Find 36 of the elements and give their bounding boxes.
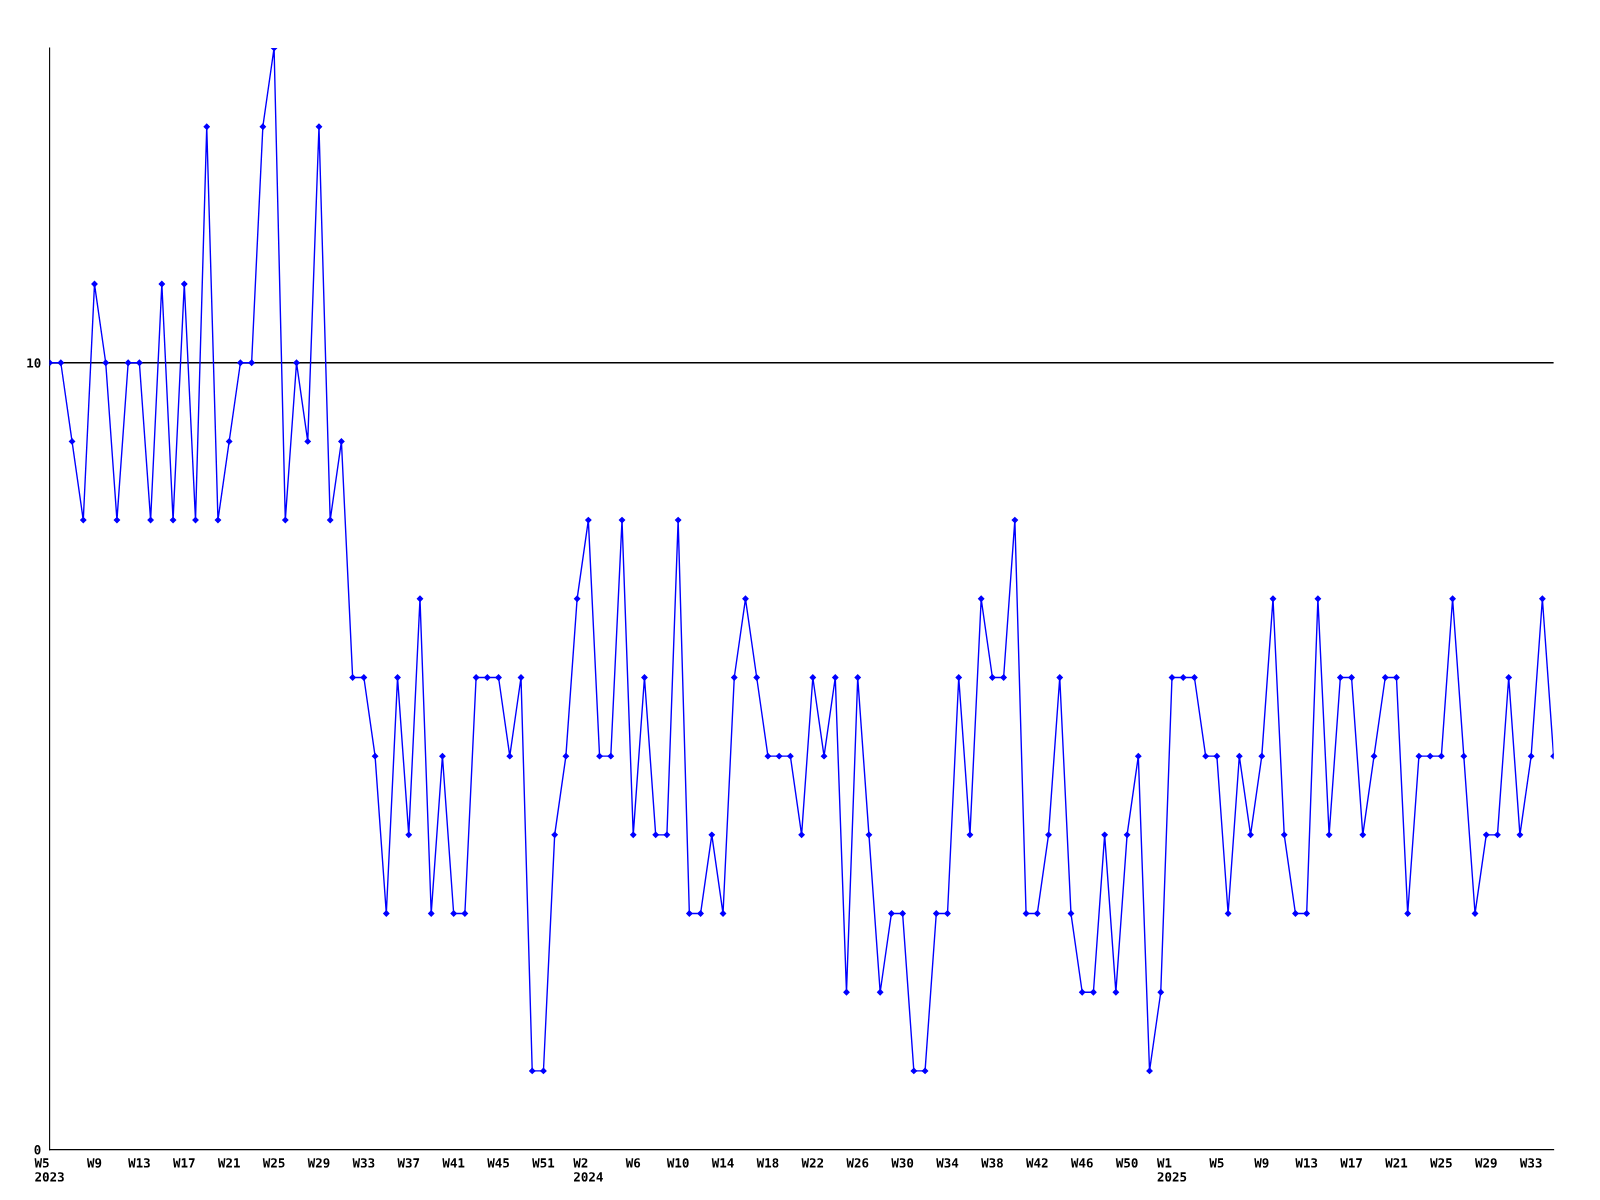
x-tick-label: W21 (1385, 1158, 1408, 1168)
x-tick-label: W13 (1295, 1158, 1318, 1168)
x-tick-label: W9 (1254, 1158, 1269, 1168)
y-tick-label: 10 (27, 358, 41, 368)
x-tick-label: W33 (352, 1158, 375, 1168)
x-tick-label: W30 (891, 1158, 914, 1168)
x-tick-label: W21 (217, 1158, 240, 1168)
x-tick-label: W41 (442, 1158, 465, 1168)
x-tick-label: W17 (173, 1158, 195, 1168)
x-tick-label: W6 (625, 1158, 641, 1168)
x-tick-label: W13 (128, 1158, 150, 1168)
x-tick-label: W51 (532, 1158, 555, 1168)
x-tick-label: W34 (936, 1158, 959, 1168)
x-tick-label: W2 2024 (573, 1158, 603, 1182)
x-tick-label: W38 (981, 1158, 1003, 1168)
y-tick-label: 0 (34, 1145, 41, 1155)
x-tick-label: W18 (756, 1158, 779, 1168)
x-tick-label: W25 (262, 1158, 285, 1168)
x-tick-label: W33 (1519, 1158, 1542, 1168)
x-tick-label: W45 (487, 1158, 509, 1168)
x-tick-label: W29 (1474, 1158, 1497, 1168)
x-tick-label: W42 (1026, 1158, 1048, 1168)
x-tick-label: W1 2025 (1156, 1158, 1187, 1182)
x-tick-label: W5 2023 (34, 1158, 64, 1182)
x-tick-label: W26 (846, 1158, 869, 1168)
x-tick-label: W22 (801, 1158, 824, 1168)
x-tick-label: W25 (1430, 1158, 1452, 1168)
x-tick-label: W37 (397, 1158, 420, 1168)
x-tick-label: W46 (1070, 1158, 1093, 1168)
x-tick-label: W50 (1115, 1158, 1138, 1168)
x-tick-label: W14 (711, 1158, 734, 1168)
x-tick-label: W17 (1340, 1158, 1362, 1168)
x-tick-label: W5 (1209, 1158, 1224, 1168)
x-tick-label: W9 (86, 1158, 102, 1168)
x-tick-label: W29 (307, 1158, 330, 1168)
x-tick-label: W10 (666, 1158, 689, 1168)
